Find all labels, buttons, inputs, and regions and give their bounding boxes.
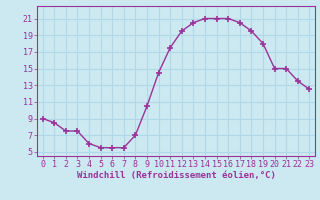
X-axis label: Windchill (Refroidissement éolien,°C): Windchill (Refroidissement éolien,°C): [76, 171, 276, 180]
